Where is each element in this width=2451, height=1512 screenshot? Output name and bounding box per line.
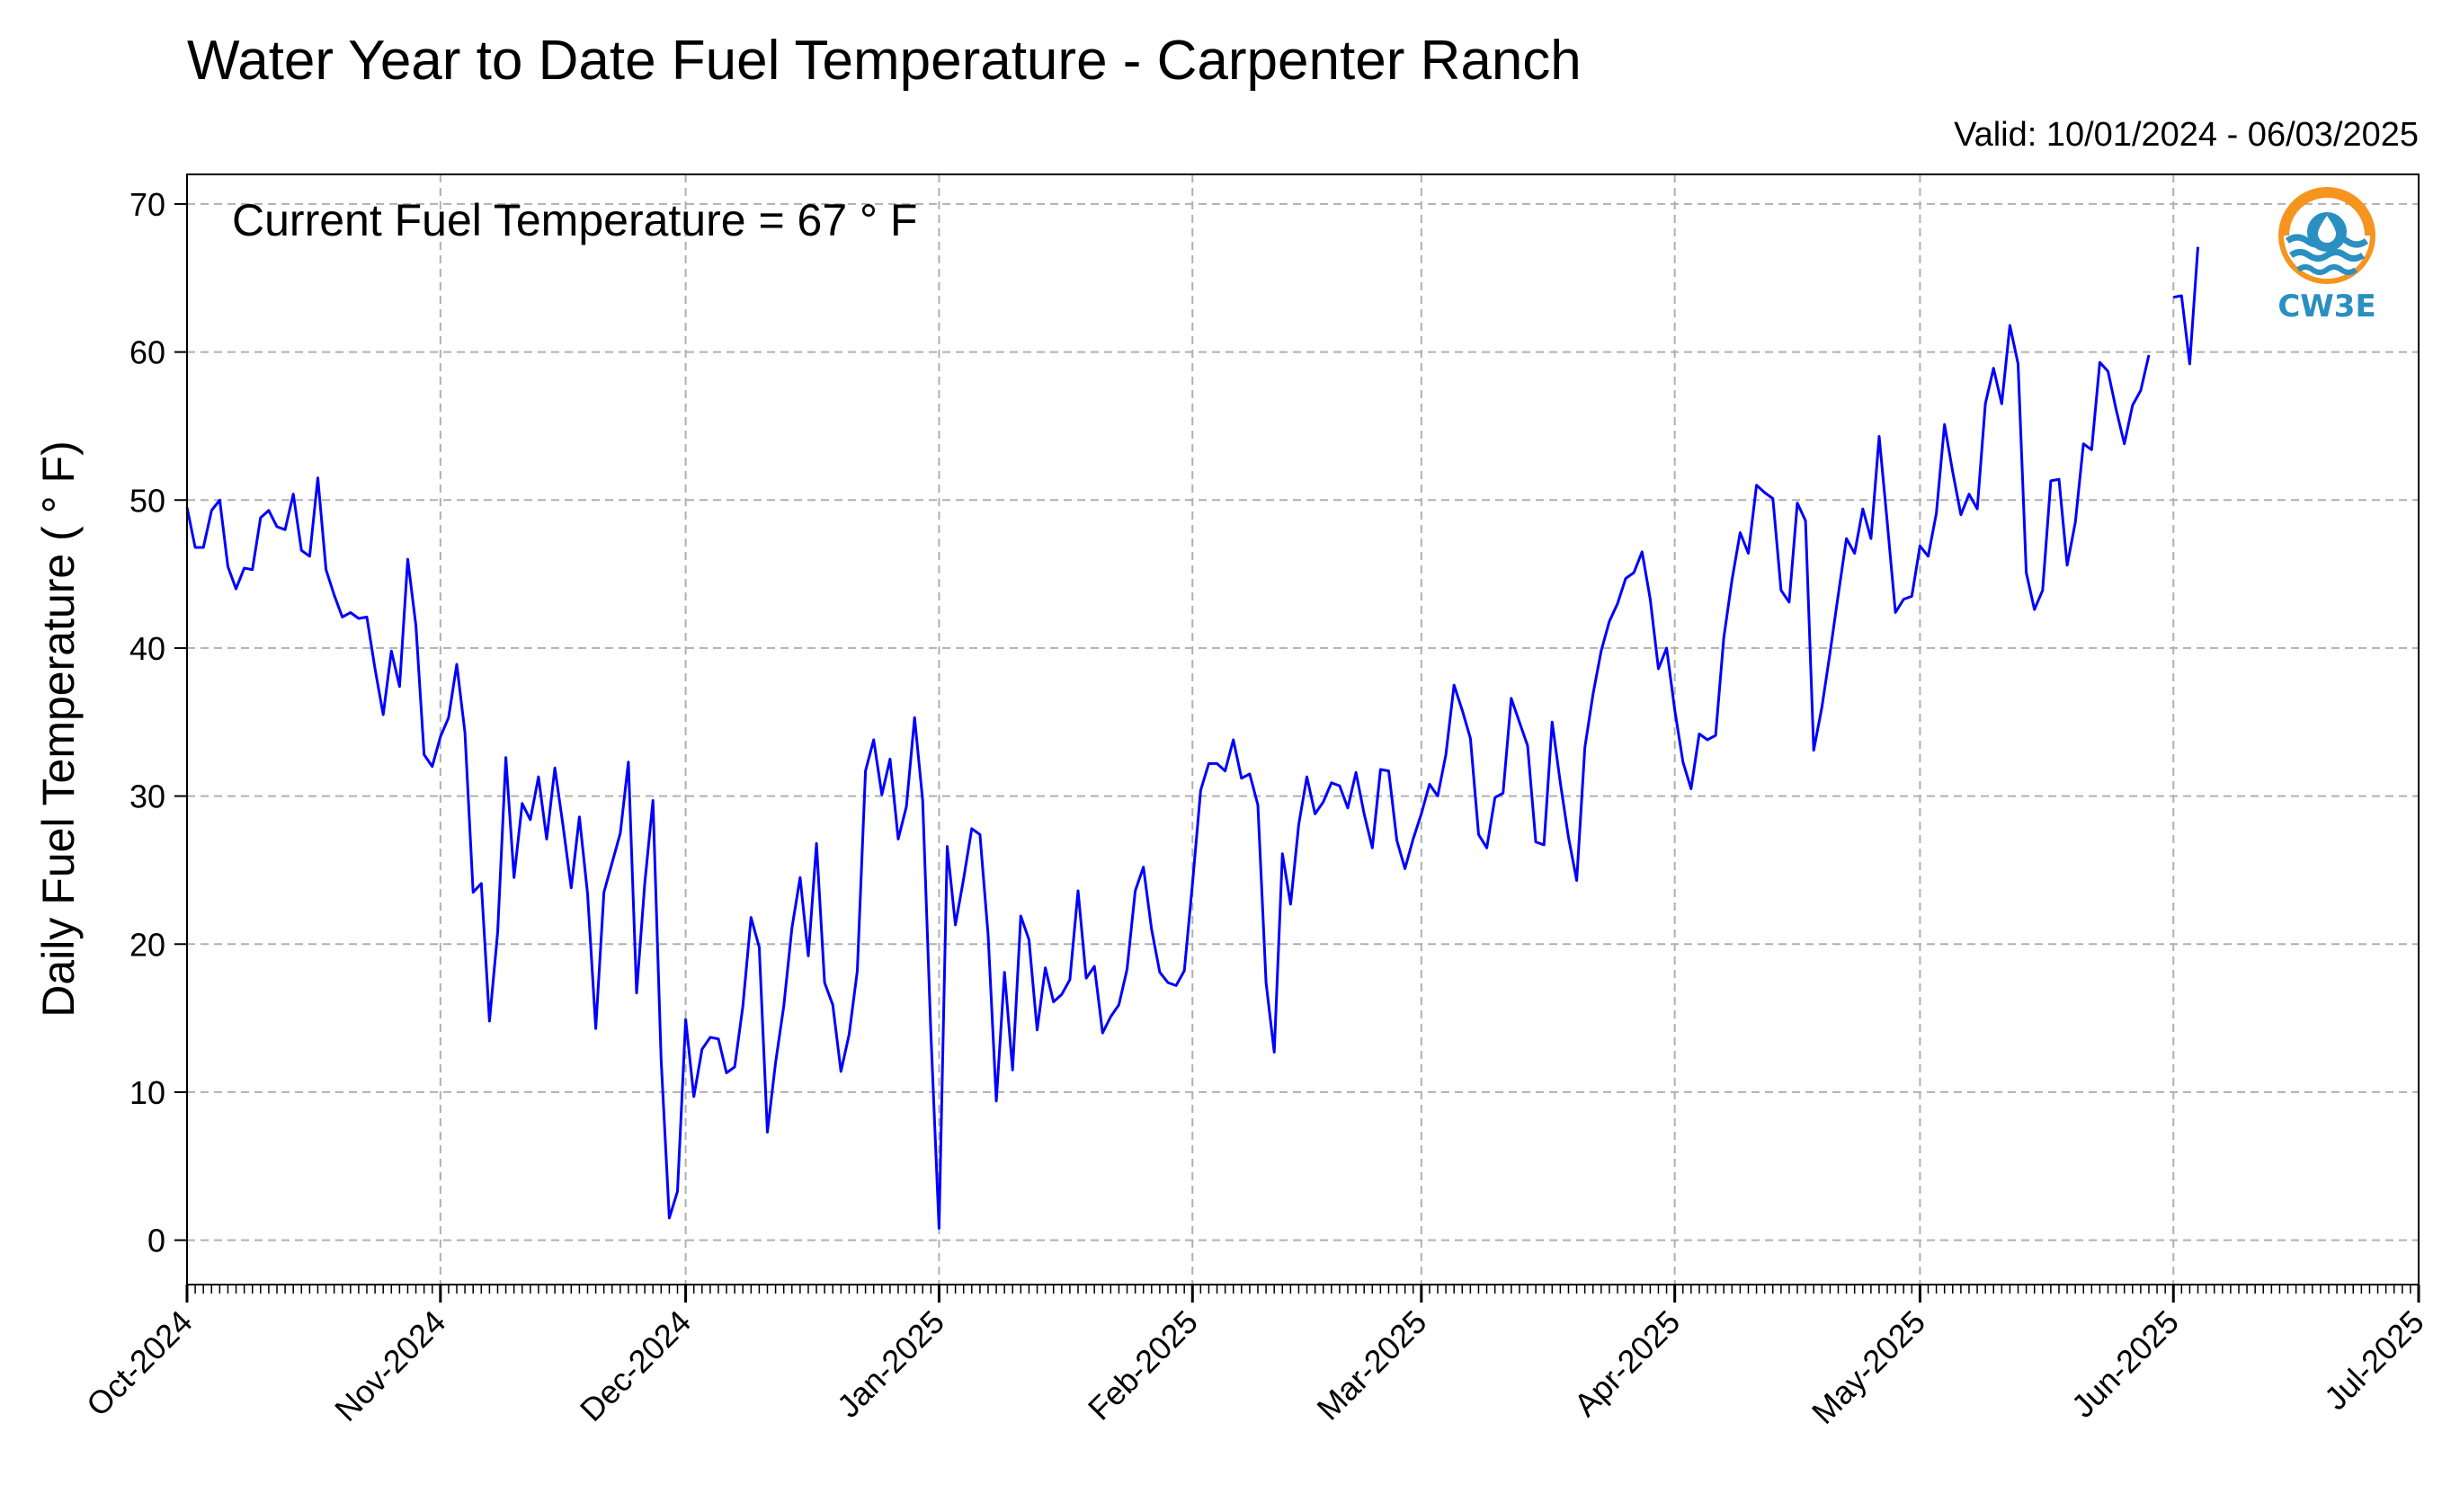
cw3e-logo: CW3E [2277, 187, 2376, 325]
x-tick-label-1: Nov-2024 [327, 1303, 452, 1428]
logo-wave-icon-2 [2288, 249, 2366, 262]
x-tick-label-2: Dec-2024 [573, 1303, 698, 1428]
series-line-segment-0-1 [2173, 246, 2199, 366]
grid-lines [187, 174, 2419, 1285]
y-tick-label-10: 10 [129, 1074, 165, 1111]
x-tick-label-8: Jun-2025 [2064, 1303, 2186, 1425]
x-tick-label-5: Mar-2025 [1310, 1303, 1434, 1428]
y-tick-label-0: 0 [147, 1223, 165, 1259]
y-tick-label-70: 70 [129, 186, 165, 223]
valid-date-range: Valid: 10/01/2024 - 06/03/2025 [1954, 116, 2419, 154]
x-tick-label-0: Oct-2024 [79, 1303, 200, 1424]
y-tick-label-40: 40 [129, 630, 165, 667]
series-line-layer [185, 246, 2199, 1230]
y-tick-label-50: 50 [129, 482, 165, 519]
water-drop-icon [2318, 216, 2336, 243]
x-tick-label-6: Apr-2025 [1567, 1303, 1688, 1424]
x-tick-label-3: Jan-2025 [830, 1303, 951, 1425]
y-axis-ticks: 0 10 20 30 40 50 60 70 [129, 186, 187, 1259]
y-axis-label: Daily Fuel Temperature ( ° F) [33, 440, 84, 1017]
plot-frame [186, 173, 2420, 1285]
y-tick-label-30: 30 [129, 778, 165, 815]
y-tick-label-20: 20 [129, 926, 165, 963]
logo-text: CW3E [2277, 289, 2375, 325]
x-tick-label-9: Jul-2025 [2317, 1303, 2431, 1418]
current-fuel-temperature-annotation: Current Fuel Temperature = 67 ° F [232, 195, 917, 245]
x-axis-ticks: Oct-2024 Nov-2024 Dec-2024 Jan-2025 Feb-2025… [79, 1285, 2431, 1431]
logo-wave-icon-3 [2296, 264, 2357, 275]
x-tick-label-4: Feb-2025 [1081, 1303, 1205, 1428]
x-tick-label-7: May-2025 [1805, 1303, 1932, 1431]
series-line-segment-0-0 [185, 324, 2151, 1230]
chart-title: Water Year to Date Fuel Temperature - Ca… [187, 30, 1582, 92]
y-tick-label-60: 60 [129, 334, 165, 371]
